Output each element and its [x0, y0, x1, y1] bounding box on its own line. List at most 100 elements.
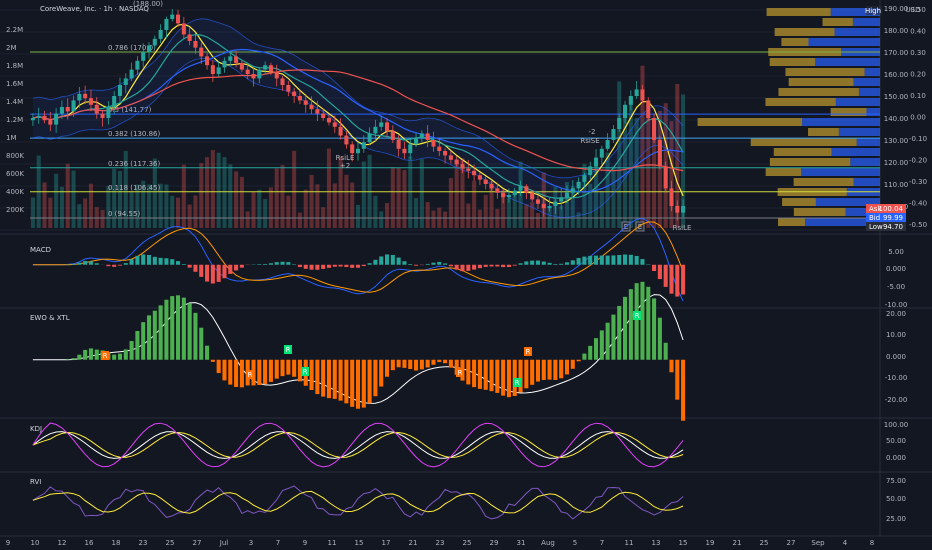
- ewo-bar: [640, 281, 645, 360]
- candle-body: [460, 164, 465, 169]
- candle-body: [286, 85, 291, 92]
- price-top-label: (188.00): [133, 0, 163, 8]
- candle-body: [326, 118, 332, 123]
- panel-backgrounds: [0, 0, 932, 537]
- ewo-bar: [77, 354, 82, 360]
- volume-bar: [112, 168, 117, 228]
- ewo-bar: [350, 359, 355, 407]
- volume-bar: [274, 168, 279, 228]
- candle-body: [315, 109, 320, 114]
- macd-hist-bar: [181, 264, 186, 265]
- volume-bar: [570, 186, 575, 228]
- candle-body: [361, 142, 366, 149]
- candle-body: [675, 206, 680, 213]
- fib-label: 0.236 (117.36): [108, 160, 160, 168]
- ewo-bar: [216, 359, 221, 374]
- price-tick: 140.00: [884, 115, 909, 123]
- ewo-bar: [373, 359, 378, 397]
- currency-label[interactable]: USD: [906, 6, 921, 14]
- ewo-tick: -20.00: [885, 396, 908, 404]
- candle-body: [570, 188, 575, 193]
- macd-hist-bar: [617, 254, 622, 265]
- kdj-tick: 50.00: [886, 437, 906, 445]
- volume-bar: [506, 198, 511, 228]
- vrvp-down-bar: [802, 118, 880, 126]
- ewo-bar: [541, 359, 546, 380]
- volume-bar: [530, 202, 535, 228]
- ewo-marker-box: [524, 347, 532, 356]
- candle-body: [396, 140, 401, 149]
- percent-tick: -0.10: [909, 135, 927, 143]
- candle-body: [611, 129, 616, 140]
- ewo-bar: [559, 359, 564, 379]
- time-tick: 23: [139, 539, 148, 547]
- candle-body: [495, 188, 500, 193]
- volume-bar: [245, 211, 250, 228]
- candle-body: [338, 126, 343, 136]
- volume-bar: [454, 159, 459, 228]
- macd-hist-bar: [379, 256, 384, 265]
- time-tick: 25: [760, 539, 769, 547]
- ewo-marker: R: [303, 368, 308, 376]
- time-tick: 25: [166, 539, 175, 547]
- macd-hist-bar: [117, 264, 123, 266]
- macd-hist-bar: [431, 262, 436, 265]
- percent-tick: 0.20: [910, 71, 926, 79]
- ewo-bar: [94, 349, 99, 360]
- price-tick: 110.00: [884, 181, 909, 189]
- ewo-bar: [402, 359, 407, 368]
- ewo-bar: [437, 359, 442, 363]
- volume-tick: 2M: [6, 44, 17, 52]
- macd-hist-bar: [396, 257, 401, 265]
- candle-body: [36, 115, 41, 118]
- ma-line: [32, 69, 684, 172]
- candle-body: [535, 199, 540, 204]
- time-tick: 7: [276, 539, 280, 547]
- macd-tick: -10.00: [885, 301, 908, 309]
- time-tick: 23: [436, 539, 445, 547]
- macd-hist-bar: [663, 264, 668, 287]
- vrvp-down-bar: [815, 198, 880, 206]
- volume-bar: [193, 195, 198, 228]
- ewo-bar: [170, 296, 175, 360]
- volume-bar: [123, 150, 128, 228]
- volume-tick: 1M: [6, 134, 17, 142]
- macd-hist-bar: [297, 264, 302, 268]
- macd-hist-bar: [489, 264, 494, 267]
- macd-hist-bar: [530, 260, 535, 265]
- ewo-bar: [379, 359, 384, 387]
- candle-body: [117, 85, 123, 96]
- volume-bar: [524, 204, 529, 228]
- candle-body: [141, 52, 146, 61]
- volume-bar: [373, 195, 378, 228]
- ewo-bar: [355, 359, 361, 409]
- macd-hist-bar: [234, 264, 239, 271]
- macd-hist-bar: [210, 264, 215, 284]
- macd-line: [32, 221, 684, 293]
- time-tick: 4: [843, 539, 848, 547]
- ewo-bar: [205, 345, 210, 360]
- macd-hist-bar: [547, 262, 552, 265]
- ewo-bar: [361, 359, 366, 408]
- ewo-bar: [71, 358, 76, 360]
- volume-bar: [414, 198, 419, 228]
- candle-body: [30, 118, 35, 121]
- event-marker-box: [635, 221, 645, 232]
- ewo-bar: [234, 359, 239, 387]
- percent-tick: -0.30: [909, 178, 927, 186]
- candle-body: [640, 89, 645, 101]
- ewo-bar: [634, 283, 639, 360]
- volume-bar: [448, 178, 453, 228]
- volume-bar: [657, 110, 662, 228]
- time-tick: 15: [355, 539, 364, 547]
- candle-body: [123, 78, 128, 85]
- rvi-tick: 75.00: [886, 477, 906, 485]
- candle-body: [373, 126, 378, 134]
- macd-tick: 5.00: [888, 248, 904, 256]
- ewo-tick: -10.00: [885, 374, 908, 382]
- macd-hist-bar: [460, 264, 465, 272]
- macd-hist-bar: [506, 264, 511, 268]
- macd-hist-bar: [367, 263, 372, 265]
- ewo-bar: [367, 359, 372, 404]
